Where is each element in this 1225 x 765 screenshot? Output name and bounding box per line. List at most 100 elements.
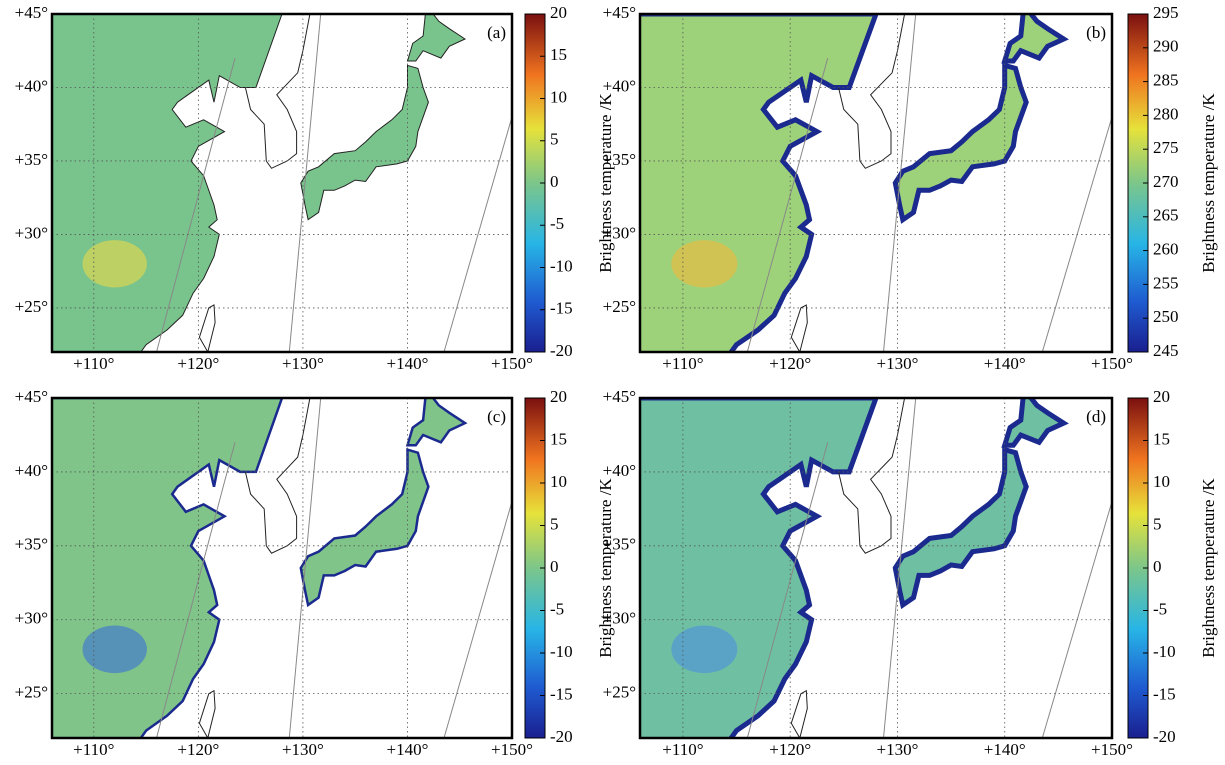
land-japan — [892, 62, 1029, 224]
coast-korea — [838, 14, 906, 169]
lat-tick-label: +30° — [603, 609, 636, 628]
colorbar-tick-label: -20 — [550, 727, 573, 746]
swath-edge — [746, 442, 829, 738]
lon-tick-label: +110° — [73, 740, 114, 759]
lon-tick-label: +130° — [282, 740, 324, 759]
colorbar-tick-label: 20 — [550, 3, 567, 22]
colorbar-tick-label: 255 — [1153, 273, 1179, 292]
swath-edge — [883, 14, 917, 352]
colorbar-tick-label: -20 — [1153, 727, 1176, 746]
panel-label: (c) — [487, 407, 506, 426]
coast-korea — [838, 398, 906, 554]
map-frame — [638, 396, 1114, 740]
swath-edge — [156, 442, 236, 738]
colorbar-tick-label: 0 — [550, 557, 559, 576]
lat-tick-label: +25° — [603, 683, 636, 702]
lat-tick-label: +25° — [15, 683, 48, 702]
warm-region — [82, 625, 147, 674]
colorbar-tick-label: 20 — [550, 387, 567, 406]
swath-edge — [156, 57, 236, 352]
colorbar-tick-label: 280 — [1153, 104, 1179, 123]
coast-taiwan — [790, 689, 808, 738]
lon-tick-label: +120° — [769, 354, 811, 373]
colorbar-label: Brightness temperature /K — [1199, 478, 1218, 658]
map-panel — [640, 398, 1112, 738]
lat-tick-label: +30° — [15, 609, 48, 628]
map-panel — [52, 14, 512, 352]
coast-korea — [244, 14, 311, 169]
lat-tick-label: +35° — [15, 150, 48, 169]
land-hokkaido — [1001, 14, 1069, 64]
colorbar-tick-label: 250 — [1153, 307, 1179, 326]
lat-tick-label: +40° — [15, 461, 48, 480]
lat-tick-label: +30° — [15, 223, 48, 242]
swath-edge — [288, 14, 322, 352]
lat-tick-label: +45° — [603, 3, 636, 22]
colorbar-tick-label: -10 — [550, 642, 573, 661]
land-japan — [300, 64, 429, 221]
colorbar-tick-label: 295 — [1153, 3, 1179, 22]
map-panel — [52, 398, 512, 738]
swath-edge — [443, 116, 512, 352]
land-japan — [299, 448, 430, 608]
colorbar-tick-label: 10 — [550, 472, 567, 491]
colorbar-label: Brightness temperature /K — [596, 93, 615, 273]
colorbar-tick-label: 275 — [1153, 138, 1179, 157]
colorbar-tick-label: 15 — [1153, 429, 1170, 448]
colorbar-tick-label: -5 — [1153, 599, 1167, 618]
colorbar-tick-label: 5 — [550, 130, 559, 149]
lat-tick-label: +35° — [603, 535, 636, 554]
swath-edge — [746, 57, 829, 352]
land-japan — [892, 446, 1029, 610]
lon-tick-label: +120° — [769, 740, 811, 759]
lat-tick-label: +40° — [603, 76, 636, 95]
colorbar-tick-label: -20 — [550, 341, 573, 360]
lon-tick-label: +150° — [1091, 354, 1133, 373]
colorbar-tick-label: 290 — [1153, 37, 1179, 56]
lat-tick-label: +40° — [15, 76, 48, 95]
panel-label: (b) — [1086, 23, 1106, 42]
lon-tick-label: +110° — [662, 740, 703, 759]
colorbar-tick-label: 245 — [1153, 341, 1179, 360]
lon-tick-label: +150° — [1091, 740, 1133, 759]
colorbar-tick-label: 270 — [1153, 172, 1179, 191]
land-hokkaido — [406, 14, 467, 62]
lon-tick-label: +140° — [984, 740, 1026, 759]
lat-tick-label: +40° — [603, 461, 636, 480]
panel-label: (a) — [487, 23, 506, 42]
lon-tick-label: +150° — [491, 740, 533, 759]
colorbar-tick-label: 285 — [1153, 71, 1179, 90]
colorbar-tick-label: 10 — [550, 87, 567, 106]
lon-tick-label: +110° — [662, 354, 703, 373]
warm-region — [82, 240, 147, 288]
map-frame — [50, 12, 514, 354]
colorbar-tick-label: 10 — [1153, 472, 1170, 491]
colorbar-label: Brightness temperature /K — [596, 478, 615, 658]
lon-tick-label: +130° — [877, 740, 919, 759]
map-frame — [50, 396, 514, 740]
panel-label: (d) — [1086, 407, 1106, 426]
map-frame — [638, 12, 1114, 354]
colorbar-tick-label: 5 — [550, 514, 559, 533]
lat-tick-label: +25° — [15, 297, 48, 316]
swath-edge — [883, 398, 917, 738]
lon-tick-label: +110° — [73, 354, 114, 373]
warm-region — [671, 240, 738, 288]
colorbar-tick-label: -10 — [1153, 642, 1176, 661]
lon-tick-label: +120° — [177, 354, 219, 373]
swath-edge — [443, 501, 512, 738]
colorbar-tick-label: -15 — [550, 299, 573, 318]
land-hokkaido — [405, 398, 468, 447]
lon-tick-label: +150° — [491, 354, 533, 373]
coast-korea — [244, 398, 311, 554]
swath-edge — [288, 398, 322, 738]
coast-taiwan — [790, 304, 808, 352]
colorbar-tick-label: 20 — [1153, 387, 1170, 406]
colorbar-tick-label: -15 — [1153, 684, 1176, 703]
colorbar-tick-label: 0 — [1153, 557, 1162, 576]
lon-tick-label: +140° — [387, 354, 429, 373]
colorbar-tick-label: 265 — [1153, 206, 1179, 225]
lon-tick-label: +130° — [877, 354, 919, 373]
lat-tick-label: +35° — [15, 535, 48, 554]
